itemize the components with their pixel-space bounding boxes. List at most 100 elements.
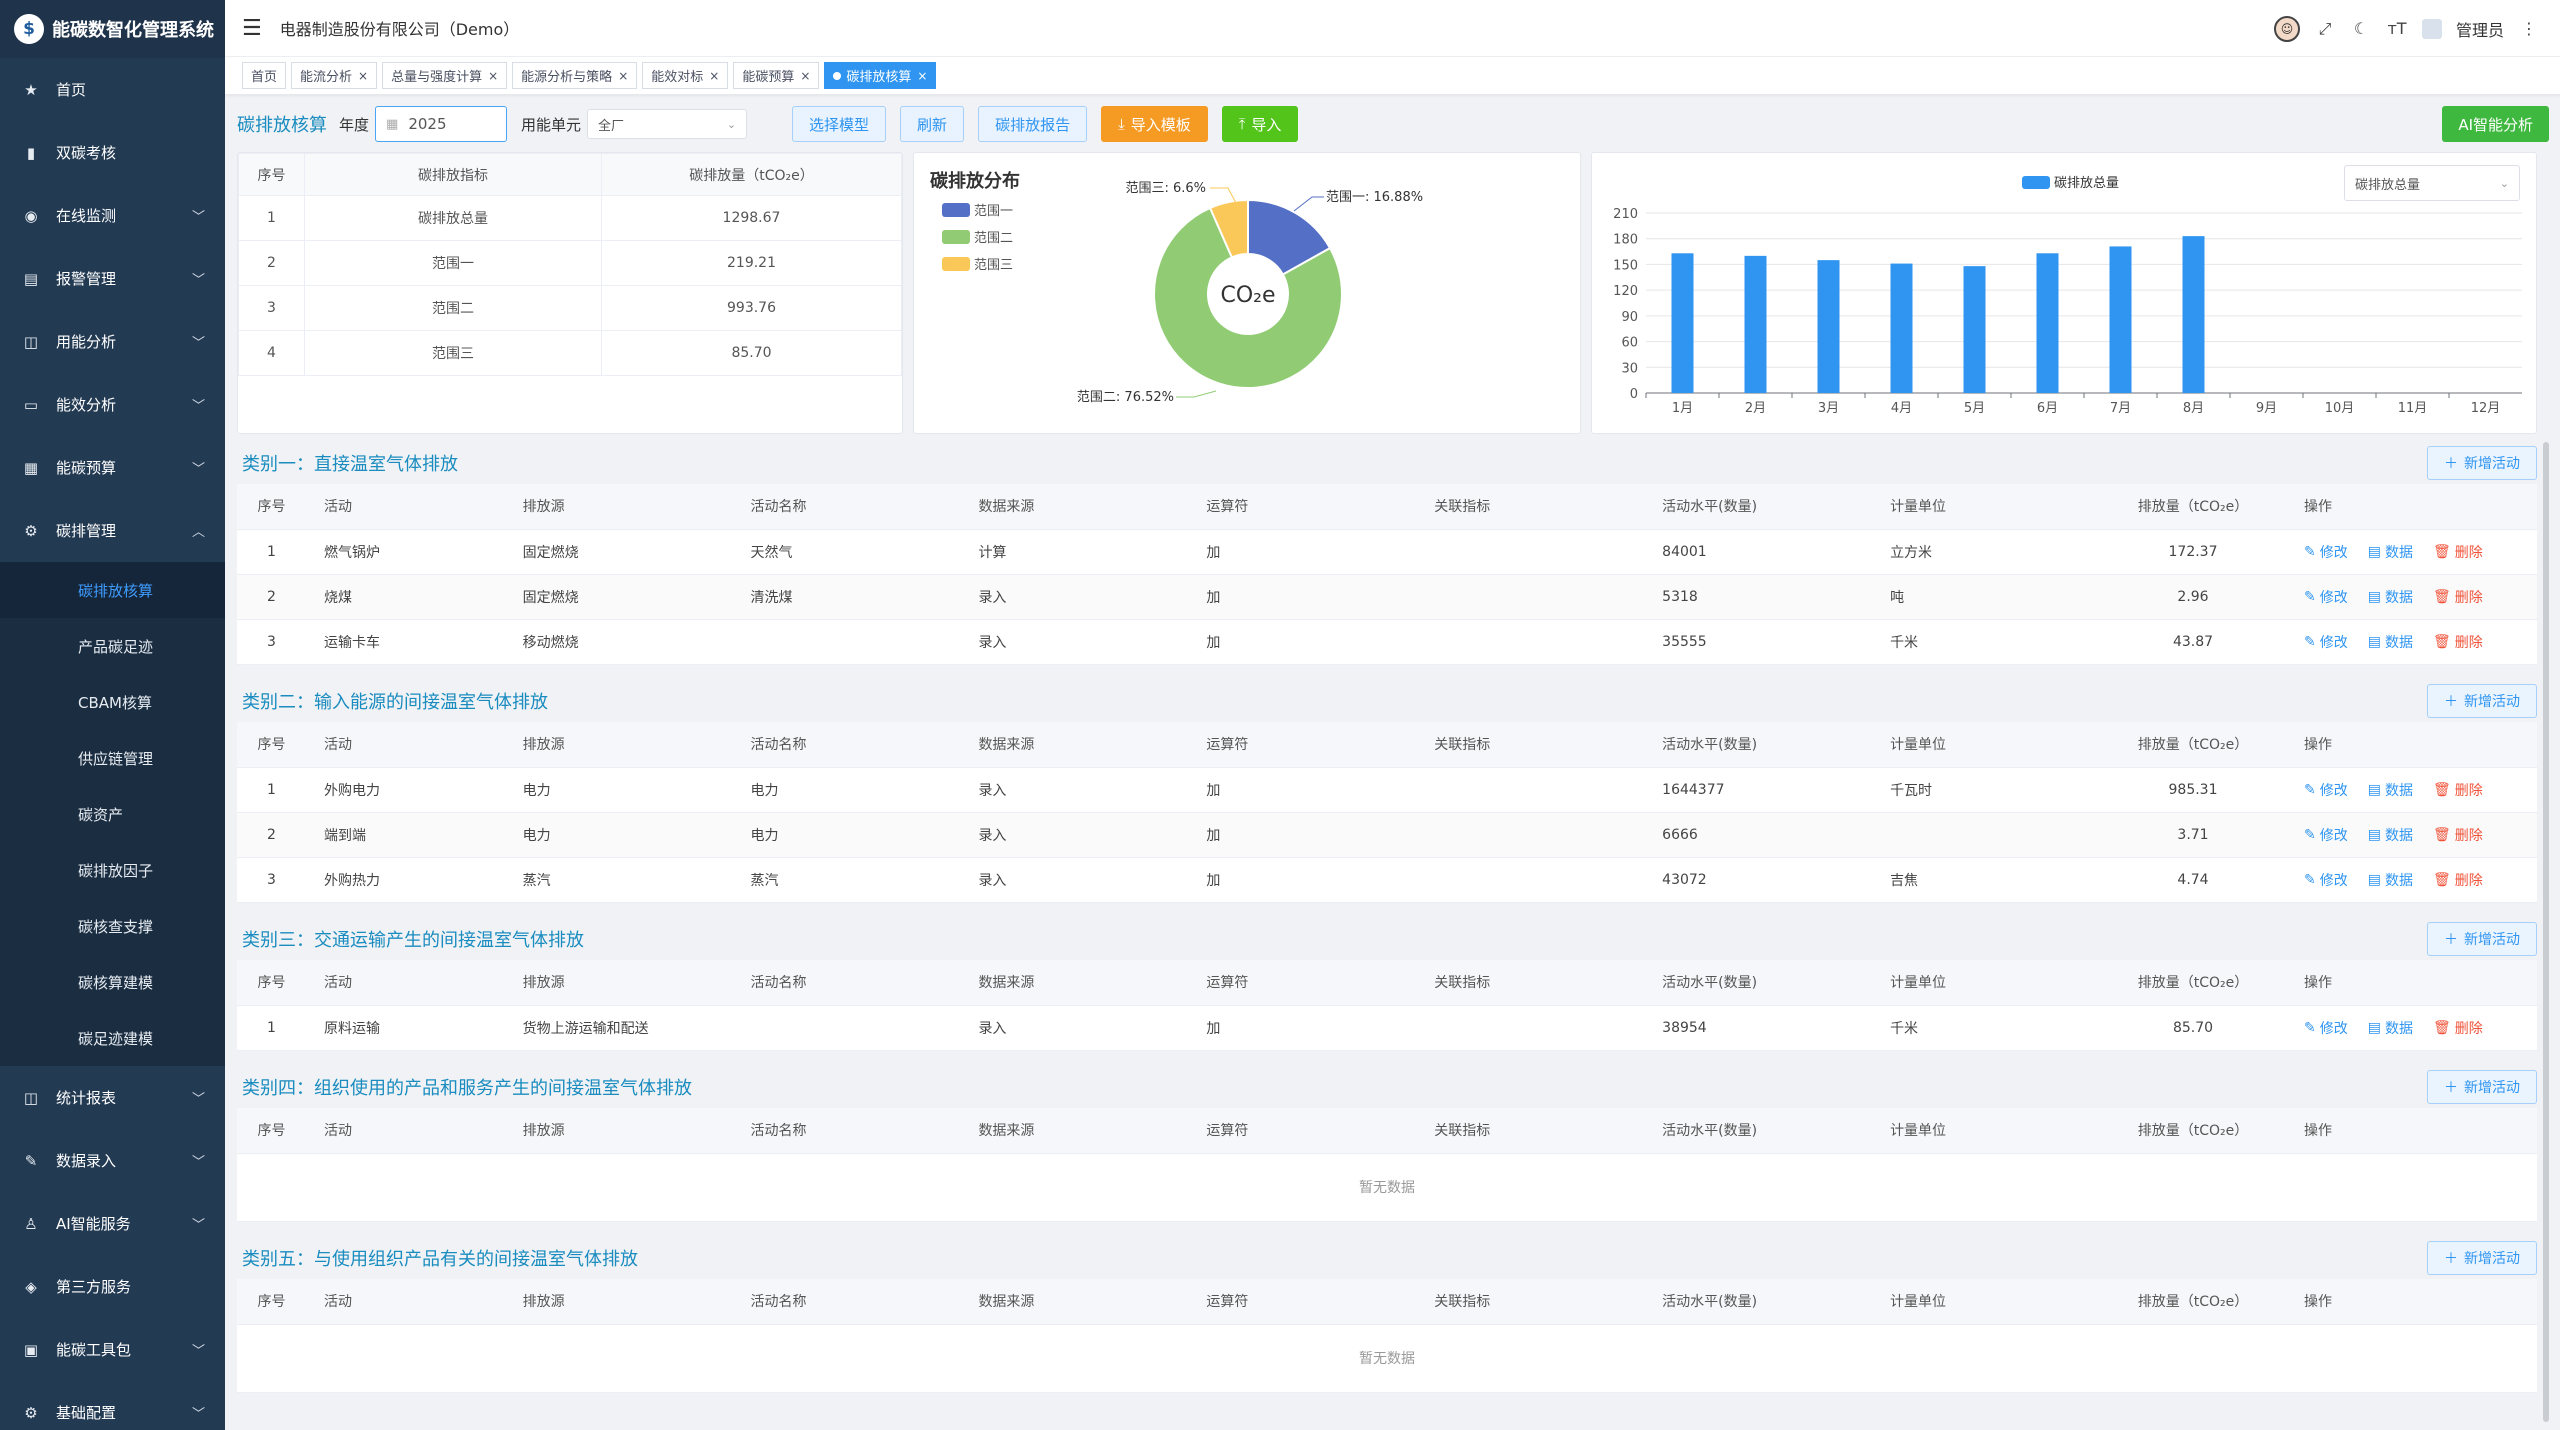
refresh-button[interactable]: 刷新: [900, 106, 965, 142]
tab-5[interactable]: 能碳预算 ×: [733, 62, 820, 89]
bar-7[interactable]: [2182, 236, 2205, 393]
tab-1[interactable]: 能流分析 ×: [291, 62, 378, 89]
delete-button[interactable]: 🗑 删除: [2433, 1018, 2483, 1038]
close-icon[interactable]: ×: [709, 68, 720, 83]
plus-icon: ＋: [2444, 932, 2458, 948]
data-button[interactable]: ▤ 数据: [2368, 870, 2413, 890]
close-icon[interactable]: ×: [800, 68, 811, 83]
sidebar-item-b1[interactable]: ✎ 数据录入 ﹀: [0, 1129, 225, 1192]
edit-button[interactable]: ✎ 修改: [2304, 542, 2348, 562]
table-cell: 固定燃烧: [504, 529, 733, 575]
sidebar-item-a2[interactable]: ◉ 在线监测 ﹀: [0, 184, 225, 247]
legend-scope1[interactable]: 范围一: [942, 200, 1013, 219]
edit-button[interactable]: ✎ 修改: [2304, 825, 2348, 845]
bar-0[interactable]: [1671, 253, 1694, 393]
bar-5[interactable]: [2036, 253, 2059, 393]
import-button[interactable]: ⤒ 导入: [1221, 106, 1299, 142]
hamburger-icon[interactable]: ☰: [242, 15, 262, 41]
tab-4[interactable]: 能效对标 ×: [642, 62, 729, 89]
edit-button[interactable]: ✎ 修改: [2304, 632, 2348, 652]
sidebar-item-a6[interactable]: ▦ 能碳预算 ﹀: [0, 436, 225, 499]
sidebar-subitem[interactable]: 供应链管理: [78, 749, 154, 768]
delete-button[interactable]: 🗑 删除: [2433, 587, 2483, 607]
sidebar-item-a3[interactable]: ▤ 报警管理 ﹀: [0, 247, 225, 310]
edit-button[interactable]: ✎ 修改: [2304, 1018, 2348, 1038]
add-activity-button[interactable]: ＋ 新增活动: [2427, 1070, 2537, 1104]
add-activity-button[interactable]: ＋ 新增活动: [2427, 684, 2537, 718]
sidebar-item-a0[interactable]: ★ 首页: [0, 58, 225, 121]
delete-button[interactable]: 🗑 删除: [2433, 542, 2483, 562]
edit-button[interactable]: ✎ 修改: [2304, 780, 2348, 800]
close-icon[interactable]: ×: [917, 68, 928, 83]
metric-select[interactable]: 碳排放总量 ⌄: [2344, 165, 2520, 201]
data-button[interactable]: ▤ 数据: [2368, 780, 2413, 800]
sidebar-item-a4[interactable]: ◫ 用能分析 ﹀: [0, 310, 225, 373]
close-icon[interactable]: ×: [358, 68, 369, 83]
tab-0[interactable]: 首页: [242, 62, 287, 89]
report-button[interactable]: 碳排放报告: [978, 106, 1088, 142]
tab-3[interactable]: 能源分析与策略 ×: [512, 62, 638, 89]
delete-button[interactable]: 🗑 删除: [2433, 825, 2483, 845]
sidebar-subitem[interactable]: 碳足迹建模: [78, 1029, 154, 1048]
data-button[interactable]: ▤ 数据: [2368, 587, 2413, 607]
sidebar-subitem[interactable]: 碳核查支撑: [78, 917, 154, 936]
user-avatar-icon[interactable]: [2421, 18, 2442, 39]
table-cell: 985.31: [2099, 767, 2287, 813]
add-activity-button[interactable]: ＋ 新增活动: [2427, 446, 2537, 480]
dark-mode-icon[interactable]: ☾: [2353, 19, 2369, 38]
ai-analysis-button[interactable]: AI智能分析: [2442, 106, 2549, 142]
select-model-button[interactable]: 选择模型: [792, 106, 887, 142]
assistant-avatar-icon[interactable]: ☺: [2273, 15, 2300, 42]
delete-button[interactable]: 🗑 删除: [2433, 632, 2483, 652]
delete-button[interactable]: 🗑 删除: [2433, 870, 2483, 890]
bar-1[interactable]: [1744, 255, 1767, 393]
delete-button[interactable]: 🗑 删除: [2433, 780, 2483, 800]
tab-2[interactable]: 总量与强度计算 ×: [382, 62, 508, 89]
data-button[interactable]: ▤ 数据: [2368, 825, 2413, 845]
sidebar-item-b0[interactable]: ◫ 统计报表 ﹀: [0, 1066, 225, 1129]
more-icon[interactable]: ⋮: [2521, 19, 2537, 38]
scrollbar[interactable]: [2543, 442, 2549, 1422]
sidebar-item-b2[interactable]: ♙ AI智能服务 ﹀: [0, 1192, 225, 1255]
sidebar-item-b5[interactable]: ⚙ 基础配置 ﹀: [0, 1381, 225, 1430]
data-button[interactable]: ▤ 数据: [2368, 1018, 2413, 1038]
bar-legend-label[interactable]: 碳排放总量: [2054, 176, 2119, 191]
data-button[interactable]: ▤ 数据: [2368, 632, 2413, 652]
legend-scope2[interactable]: 范围二: [942, 227, 1013, 246]
table-cell: 外购电力: [306, 767, 505, 813]
sidebar-subitem[interactable]: 产品碳足迹: [78, 637, 154, 656]
sidebar-subitem[interactable]: 碳核算建模: [78, 973, 154, 992]
sidebar-item-b4[interactable]: ▣ 能碳工具包 ﹀: [0, 1318, 225, 1381]
logo[interactable]: $ 能碳数智化管理系统: [0, 0, 225, 58]
bar-6[interactable]: [2109, 246, 2132, 393]
sidebar-subitem[interactable]: 碳排放核算: [0, 562, 225, 618]
close-icon[interactable]: ×: [618, 68, 629, 83]
tab-6[interactable]: 碳排放核算 ×: [824, 62, 937, 89]
sidebar-item-a7[interactable]: ⚙ 碳排管理 ︿: [0, 499, 225, 562]
chevron-down-icon: ﹀: [191, 1344, 205, 1359]
bar-2[interactable]: [1817, 260, 1840, 393]
sidebar-item-b3[interactable]: ◈ 第三方服务: [0, 1255, 225, 1318]
sidebar-item-a1[interactable]: ▮ 双碳考核: [0, 121, 225, 184]
add-activity-button[interactable]: ＋ 新增活动: [2427, 1241, 2537, 1275]
edit-button[interactable]: ✎ 修改: [2304, 870, 2348, 890]
sidebar-subitem[interactable]: CBAM核算: [78, 693, 152, 712]
user-name[interactable]: 管理员: [2455, 20, 2504, 40]
bar-3[interactable]: [1890, 263, 1913, 393]
import-template-button[interactable]: ⤓ 导入模板: [1101, 106, 1208, 142]
bar-4[interactable]: [1963, 266, 1986, 393]
legend-scope3[interactable]: 范围三: [942, 254, 1013, 273]
sidebar-subitem[interactable]: 碳资产: [78, 805, 124, 824]
sidebar-subitem[interactable]: 碳排放因子: [78, 861, 154, 880]
unit-select[interactable]: 全厂 ⌄: [587, 109, 748, 139]
empty-row: 暂无数据: [237, 1324, 2537, 1393]
x-tick-label: 1月: [1672, 401, 1693, 416]
fullscreen-icon[interactable]: ⤢: [2318, 18, 2332, 38]
close-icon[interactable]: ×: [488, 68, 499, 83]
sidebar-item-a5[interactable]: ▭ 能效分析 ﹀: [0, 373, 225, 436]
add-activity-button[interactable]: ＋ 新增活动: [2427, 922, 2537, 956]
font-size-icon[interactable]: ᴛT: [2387, 19, 2407, 38]
year-picker[interactable]: ▦ 2025: [375, 106, 508, 142]
data-button[interactable]: ▤ 数据: [2368, 542, 2413, 562]
edit-button[interactable]: ✎ 修改: [2304, 587, 2348, 607]
